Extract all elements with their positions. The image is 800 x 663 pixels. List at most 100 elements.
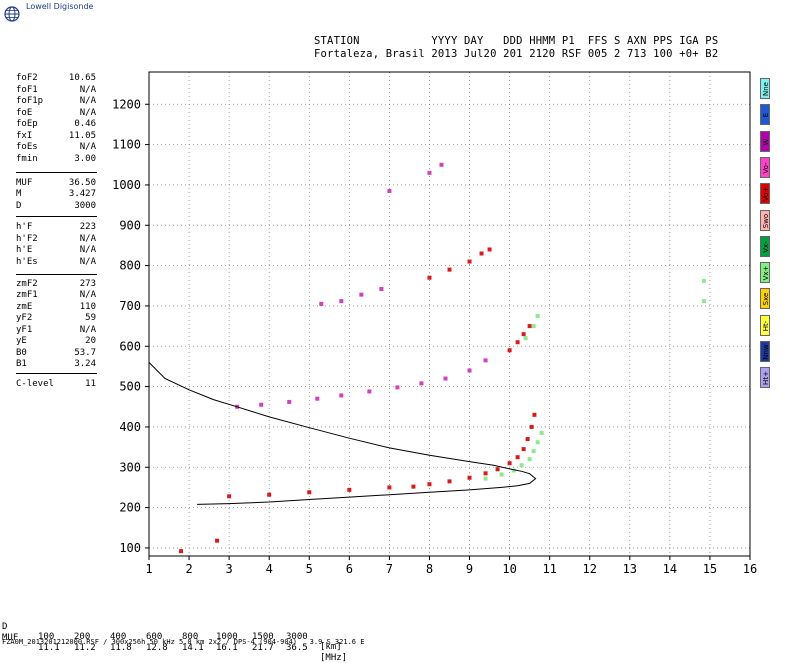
distance-label: D [2, 622, 8, 632]
y-tick-label: 1200 [112, 97, 141, 111]
param-value: N/A [79, 325, 96, 335]
x-tick-label: 12 [583, 562, 597, 576]
x-tick-label: 7 [386, 562, 393, 576]
param-row: B0 53.7 [16, 348, 96, 359]
param-value: 20 [85, 336, 96, 346]
mode-swatch: Vo- [760, 156, 770, 178]
separator [16, 274, 97, 275]
echo-point [427, 482, 432, 487]
echo-point [387, 485, 392, 490]
param-row: h'Es N/A [16, 257, 96, 268]
param-label: foF2 [16, 73, 38, 83]
param-row: fxI 11.05 [16, 131, 96, 142]
param-label: M [16, 189, 22, 199]
param-row: yE 20 [16, 336, 96, 347]
echo-point [427, 170, 432, 175]
mode-swatch: Ht- [760, 314, 770, 336]
distance-value: 800 [182, 632, 199, 642]
echo-point [532, 412, 537, 417]
param-row: foEp 0.46 [16, 119, 96, 130]
echo-point [483, 476, 488, 481]
echo-point [495, 467, 500, 472]
echo-point [525, 437, 530, 442]
param-value: 273 [79, 279, 96, 289]
echo-point [535, 440, 540, 445]
param-value: 3.427 [68, 189, 96, 199]
param-row: h'E N/A [16, 245, 96, 256]
distance-value: 1500 [252, 632, 274, 642]
header-labels: STATION YYYY DAY DDD HHMM P1 FFS S AXN P… [314, 35, 719, 47]
mode-swatch: Vx+ [760, 262, 770, 284]
param-label: h'F [16, 222, 33, 232]
muf-unit: [MHz] [320, 653, 348, 663]
distance-unit: [km] [320, 642, 342, 652]
x-tick-label: 15 [703, 562, 717, 576]
echo-point [287, 399, 292, 404]
y-tick-label: 800 [119, 259, 141, 273]
x-tick-label: 11 [542, 562, 556, 576]
y-tick-label: 600 [119, 339, 141, 353]
param-value: N/A [79, 290, 96, 300]
x-tick-label: 8 [426, 562, 433, 576]
axes: 1 2 3 4 5 6 7 8 9 10 11 12 13 14 15 1610020030040050060… [112, 71, 757, 576]
echo-traces [179, 162, 706, 554]
echo-series [319, 162, 444, 306]
mode-swatch: Nnw [760, 341, 770, 362]
param-row: foF1 N/A [16, 85, 96, 96]
echo-point [367, 389, 372, 394]
param-label: h'E [16, 245, 33, 255]
param-value: N/A [79, 257, 96, 267]
echo-point [259, 402, 264, 407]
param-value: 11.05 [68, 131, 96, 141]
param-row: zmE 110 [16, 302, 96, 313]
y-tick-label: 300 [119, 460, 141, 474]
param-label: zmF2 [16, 279, 38, 289]
grid [149, 72, 750, 556]
mode-swatch: E [760, 104, 770, 126]
y-tick-label: 700 [119, 299, 141, 313]
file-info: FZA0M_2013201212000.RSF / 300x256h 50 kH… [2, 638, 365, 646]
echo-point [439, 162, 444, 167]
x-tick-label: 4 [266, 562, 273, 576]
muf-value: 16.1 [216, 643, 238, 653]
param-row: M 3.427 [16, 189, 96, 200]
echo-point [387, 188, 392, 193]
x-tick-label: 13 [623, 562, 637, 576]
echo-point [395, 385, 400, 390]
echo-point [411, 484, 416, 489]
echo-point [359, 292, 364, 297]
echo-point [487, 247, 492, 252]
param-label: yE [16, 336, 27, 346]
echo-point [339, 299, 344, 304]
distance-value: 400 [110, 632, 127, 642]
param-label: h'F2 [16, 234, 38, 244]
header-values: Fortaleza, Brasil 2013 Jul20 201 2120 RS… [314, 48, 719, 60]
echo-point [511, 468, 516, 473]
mode-swatch: W [760, 130, 770, 152]
separator [16, 373, 97, 374]
echo-series [483, 430, 544, 481]
param-row: foF1p N/A [16, 96, 96, 107]
echo-point [507, 461, 512, 466]
globe-icon [4, 6, 20, 22]
param-value: 10.65 [68, 73, 96, 83]
x-tick-label: 5 [306, 562, 313, 576]
param-value: N/A [79, 96, 96, 106]
echo-point [443, 376, 448, 381]
echo-point [467, 259, 472, 264]
param-value: 53.7 [74, 348, 96, 358]
param-row: yF1 N/A [16, 325, 96, 336]
x-tick-label: 10 [502, 562, 516, 576]
param-label: zmF1 [16, 290, 38, 300]
echo-point [467, 368, 472, 373]
echo-series [427, 247, 532, 353]
distance-row: D 100 200 400 600 800 1000 1500 3000 [km] [2, 612, 342, 652]
param-label: C-level [16, 379, 54, 389]
brand-name: Lowell Digisonde [26, 2, 94, 11]
y-tick-label: 100 [119, 541, 141, 555]
mode-swatch: Nne [760, 78, 770, 99]
distance-value: 600 [146, 632, 163, 642]
y-tick-label: 1100 [112, 138, 141, 152]
echo-point [521, 447, 526, 452]
